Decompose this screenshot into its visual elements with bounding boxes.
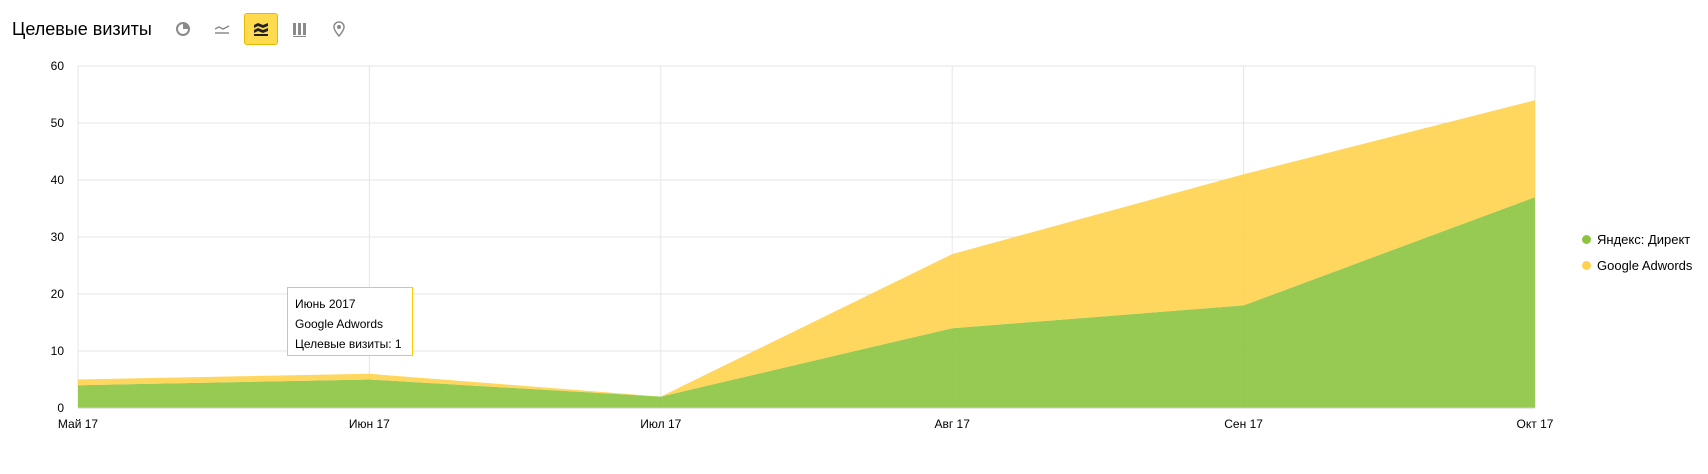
line-chart-button[interactable] [205,13,239,45]
bar-chart-icon [292,23,306,37]
legend-dot [1582,260,1591,270]
x-tick-label: Авг 17 [934,417,970,431]
pie-chart-icon [175,22,190,36]
area-chart-icon [253,23,268,36]
legend-item[interactable]: Яндекс: Директ [1582,226,1692,252]
chart-header: Целевые визиты [12,13,361,45]
y-tick-label: 0 [57,401,64,415]
x-tick-label: Окт 17 [1517,417,1554,431]
legend-label: Google Adwords [1597,257,1693,273]
tooltip-series: Google Adwords [295,317,384,331]
chart-legend: Яндекс: Директ Google Adwords [1582,226,1692,278]
x-tick-label: Сен 17 [1224,417,1263,431]
tooltip-value: Целевые визиты: 1 [295,337,402,351]
legend-item[interactable]: Google Adwords [1582,252,1692,278]
pie-chart-button[interactable] [166,13,200,45]
y-tick-label: 10 [51,344,65,358]
y-tick-label: 20 [51,287,65,301]
line-chart-icon [214,25,230,34]
x-tick-label: Июн 17 [349,417,390,431]
series-area [78,100,1535,397]
y-tick-label: 30 [51,230,65,244]
legend-label: Яндекс: Директ [1597,231,1691,247]
bar-chart-button[interactable] [283,13,317,45]
map-button[interactable] [322,13,356,45]
area-chart-button[interactable] [243,13,278,45]
y-tick-label: 60 [51,59,65,73]
chart-tooltip: Июнь 2017 Google Adwords Целевые визиты:… [287,287,413,356]
x-tick-label: Июл 17 [640,417,681,431]
map-pin-icon [333,21,345,38]
y-tick-label: 40 [51,173,65,187]
series-area [78,197,1535,408]
y-tick-label: 50 [51,116,65,130]
tooltip-date: Июнь 2017 [295,297,356,311]
x-tick-label: Май 17 [58,417,99,431]
chart-title: Целевые визиты [12,18,152,39]
legend-dot [1582,234,1591,244]
